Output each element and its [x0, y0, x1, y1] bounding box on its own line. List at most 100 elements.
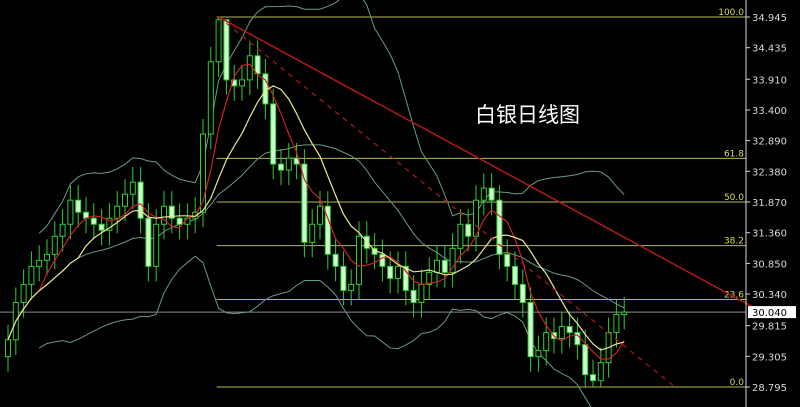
candle — [457, 209, 464, 264]
candle — [207, 46, 214, 150]
candle — [582, 329, 589, 387]
candle-body-up — [122, 193, 128, 207]
candle-body-down — [465, 223, 472, 237]
candle-body-down — [496, 199, 503, 255]
trendline-solid — [218, 16, 761, 312]
candle-body-up — [457, 223, 464, 249]
candle-body-down — [387, 265, 394, 279]
candle — [621, 297, 628, 330]
candle — [239, 64, 245, 101]
candle-body-up — [558, 326, 565, 340]
candle-body-down — [340, 265, 347, 291]
tick-label: 30.340 — [752, 290, 787, 301]
candle-body-down — [332, 253, 339, 267]
candle-body-up — [309, 223, 316, 243]
candle-body-down — [441, 259, 448, 273]
candle-body-up — [246, 55, 253, 81]
candle-body-up — [207, 61, 214, 135]
trendlines — [218, 16, 761, 388]
moving-averages — [7, 63, 625, 360]
candle — [488, 173, 495, 216]
candle — [114, 191, 121, 234]
candle-body-down — [590, 374, 596, 382]
candle — [402, 251, 409, 306]
candle — [597, 347, 604, 387]
candle — [504, 239, 511, 282]
tick-label: 31.360 — [752, 229, 787, 240]
candle-body-down — [137, 181, 144, 219]
candle — [28, 251, 35, 300]
candle-body-down — [582, 344, 589, 376]
candle-body-up — [418, 283, 425, 303]
fib-label: 50.0 — [724, 193, 744, 203]
candle-body-up — [20, 283, 27, 303]
chart-title: 白银日线图 — [475, 103, 580, 127]
candle — [340, 251, 347, 306]
fib-label: 38.2 — [724, 237, 744, 247]
candle — [223, 19, 230, 95]
tick-label: 33.910 — [752, 75, 787, 86]
candle-body-up — [285, 157, 292, 171]
candle-body-down — [324, 205, 331, 255]
candle — [496, 185, 503, 270]
candle — [395, 251, 401, 294]
candle-body-down — [75, 199, 82, 213]
candle-body-down — [527, 301, 534, 358]
candle — [519, 269, 526, 318]
candle-body-up — [426, 271, 433, 285]
candle-body-up — [114, 205, 121, 219]
candle-body-down — [519, 283, 526, 303]
candle — [441, 245, 448, 288]
candle — [59, 209, 66, 252]
tick-label: 31.870 — [752, 198, 787, 209]
candle-body-up — [449, 247, 456, 273]
candle-body-down — [176, 217, 183, 225]
candle-body-up — [395, 265, 401, 279]
candle-body-down — [90, 217, 97, 225]
candle — [324, 191, 331, 270]
candle-body-down — [168, 205, 175, 219]
candle — [161, 191, 167, 240]
ma-slow-line — [7, 85, 625, 351]
candle — [527, 287, 534, 372]
bollinger-lower — [38, 255, 592, 407]
fib-label: 0.0 — [730, 378, 745, 388]
candle-body-down — [402, 265, 409, 291]
candle-body-up — [434, 259, 440, 273]
candle-body-down — [223, 19, 230, 81]
candle-body-up — [36, 259, 43, 267]
candle-body-up — [153, 223, 160, 267]
tick-label: 33.400 — [752, 106, 787, 117]
candle — [270, 88, 277, 180]
tick-label: 30.850 — [752, 259, 787, 270]
candle — [512, 251, 518, 300]
candle — [137, 167, 144, 234]
candle-body-up — [239, 79, 245, 87]
current-price-label: 30.040 — [752, 308, 787, 319]
candle-body-down — [145, 217, 152, 267]
candle — [129, 167, 136, 210]
candle-body-down — [410, 289, 417, 303]
candle-body-down — [301, 163, 308, 243]
tick-label: 34.945 — [752, 13, 787, 24]
candle — [153, 209, 160, 282]
candle-body-up — [597, 362, 604, 382]
candle — [67, 185, 74, 240]
candle — [426, 257, 433, 300]
candle-body-up — [5, 339, 11, 358]
candle-body-up — [535, 350, 542, 358]
candle-body-up — [28, 265, 35, 285]
candle-body-down — [278, 163, 284, 171]
candle-body-up — [473, 199, 479, 237]
candle-body-up — [44, 253, 50, 261]
candle-body-down — [512, 265, 518, 285]
candle — [176, 203, 183, 240]
candle — [480, 173, 487, 216]
candle-body-up — [106, 217, 113, 231]
candle-body-down — [270, 103, 277, 165]
candle — [215, 17, 222, 77]
candle-body-up — [480, 187, 487, 201]
candle-body-up — [543, 332, 550, 352]
candle — [449, 233, 456, 288]
fib-label: 61.8 — [724, 149, 744, 159]
